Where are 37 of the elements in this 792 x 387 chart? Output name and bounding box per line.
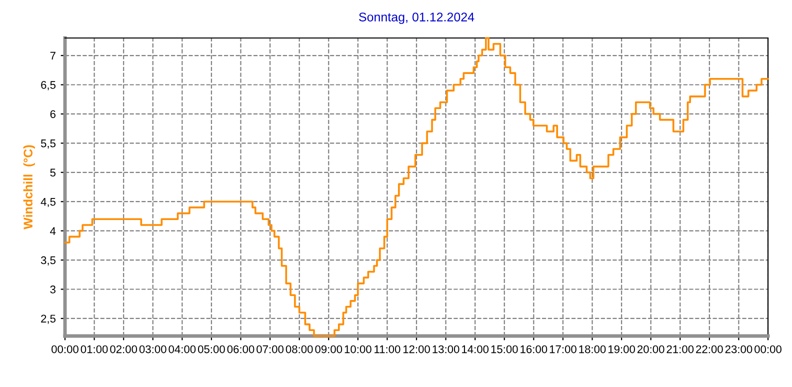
x-tick-label: 09:00 xyxy=(315,345,342,354)
x-tick-label: 18:00 xyxy=(579,345,606,354)
y-tick-label: 3,5 xyxy=(40,256,56,266)
x-tick-label: 02:00 xyxy=(110,345,138,354)
x-tick-label: 11:00 xyxy=(374,345,400,354)
y-tick-label: 4 xyxy=(50,227,56,235)
y-tick-label: 3 xyxy=(50,286,56,294)
x-tick-label: 22:00 xyxy=(696,345,723,354)
x-tick-label: 10:00 xyxy=(344,345,372,354)
x-tick-label: 08:00 xyxy=(286,345,313,354)
x-tick-label: 20:00 xyxy=(637,345,664,354)
x-tick-label: 19:00 xyxy=(608,345,636,354)
x-tick-label: 00:00 xyxy=(52,345,78,354)
y-tick-label: 6 xyxy=(50,110,56,118)
y-tick-label: 6,5 xyxy=(41,81,56,90)
x-tick-label: 13:00 xyxy=(432,345,460,354)
y-tick-label: 5,5 xyxy=(40,140,56,149)
y-axis-title: Windchill (°C) xyxy=(23,145,35,230)
x-tick-label: 15:00 xyxy=(491,345,518,354)
x-tick-label: 12:00 xyxy=(403,345,430,354)
y-tick-label: 2,5 xyxy=(41,314,56,324)
y-tick-label: 5 xyxy=(50,168,56,177)
x-tick-label: 14:00 xyxy=(462,345,489,354)
x-tick-label: 16:00 xyxy=(520,345,548,354)
chart-title: Sonntag, 01.12.2024 xyxy=(359,12,474,24)
y-tick-label: 4,5 xyxy=(40,198,56,208)
x-tick-label: 01:00 xyxy=(80,345,108,354)
x-tick-label: 03:00 xyxy=(139,345,166,354)
x-tick-label: 04:00 xyxy=(168,345,196,354)
x-tick-label: 00:00 xyxy=(754,345,782,354)
x-tick-label: 21:00 xyxy=(666,345,694,354)
x-tick-label: 06:00 xyxy=(227,345,254,354)
y-tick-label: 7 xyxy=(50,52,56,60)
x-tick-label: 23:00 xyxy=(725,345,752,354)
x-tick-label: 17:00 xyxy=(550,345,576,354)
x-tick-label: 05:00 xyxy=(198,345,225,354)
x-tick-label: 07:00 xyxy=(256,345,284,354)
